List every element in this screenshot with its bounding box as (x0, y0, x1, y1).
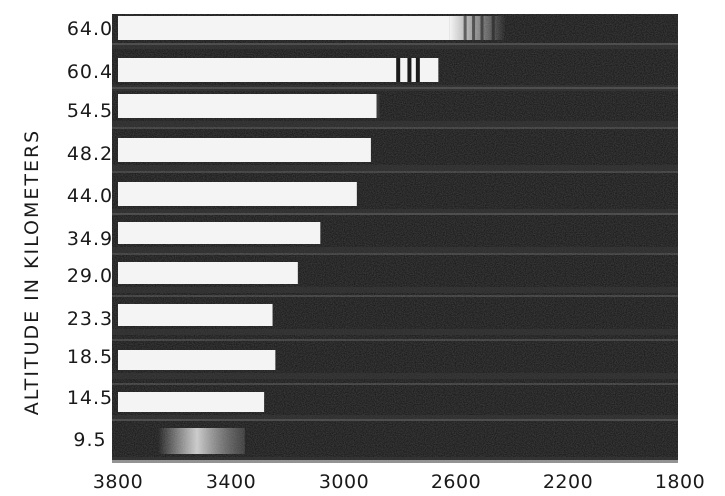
absorption-line (415, 58, 420, 82)
strip-edge (112, 457, 678, 463)
strip-edge (112, 247, 678, 253)
spectrum-strip (158, 428, 245, 454)
absorption-line (407, 58, 412, 82)
absorption-line (396, 58, 401, 82)
strip-edge (112, 287, 678, 293)
wavelength-labels: 3800 3400 3000 2600 2200 1800 (93, 471, 705, 493)
spectrum-fade (449, 16, 506, 40)
absorption-line (480, 16, 484, 40)
altitude-label: 23.3 (67, 308, 113, 330)
absorption-line (472, 16, 476, 40)
spectrum-strip (118, 392, 265, 412)
spectrum-strip (118, 16, 450, 40)
altitude-label: 48.2 (67, 143, 113, 165)
strip-edge (112, 209, 678, 215)
spectrum-strip (118, 138, 371, 162)
spectrum-strip (118, 304, 273, 326)
wavelength-label: 2600 (431, 471, 481, 493)
altitude-label: 18.5 (67, 346, 113, 368)
absorption-line (463, 16, 467, 40)
altitude-label: 64.0 (67, 18, 113, 40)
strip-edge (112, 329, 678, 335)
wavelength-label: 1800 (655, 471, 705, 493)
spectrum-strip (118, 262, 298, 284)
altitude-label: 60.4 (67, 61, 113, 83)
altitude-label: 29.0 (67, 265, 113, 287)
absorption-line (491, 16, 495, 40)
altitude-label: 9.5 (73, 429, 106, 451)
y-axis-label: ALTITUDE IN KILOMETERS (21, 129, 43, 415)
strip-edge (112, 121, 678, 127)
spectrum-strip (118, 350, 276, 370)
absorption-line (376, 94, 380, 118)
altitude-label: 54.5 (67, 100, 113, 122)
spectrum-strip (118, 58, 439, 82)
altitude-label: 44.0 (67, 185, 113, 207)
strip-edge (112, 165, 678, 171)
spectrum-strips (112, 16, 678, 463)
altitude-labels: 64.0 60.4 54.5 48.2 44.0 34.9 29.0 23.3 … (67, 18, 113, 451)
altitude-label: 34.9 (67, 228, 113, 250)
strip-edge (112, 43, 678, 49)
spectrum-strip (118, 94, 380, 118)
wavelength-label: 3800 (93, 471, 143, 493)
spectrum-strip (118, 222, 321, 244)
wavelength-label: 3000 (319, 471, 369, 493)
altitude-label: 14.5 (67, 387, 113, 409)
wavelength-label: 3400 (206, 471, 256, 493)
strip-edge (112, 415, 678, 421)
spectrum-strip (118, 182, 357, 206)
wavelength-label: 2200 (543, 471, 593, 493)
strip-edge (112, 373, 678, 379)
